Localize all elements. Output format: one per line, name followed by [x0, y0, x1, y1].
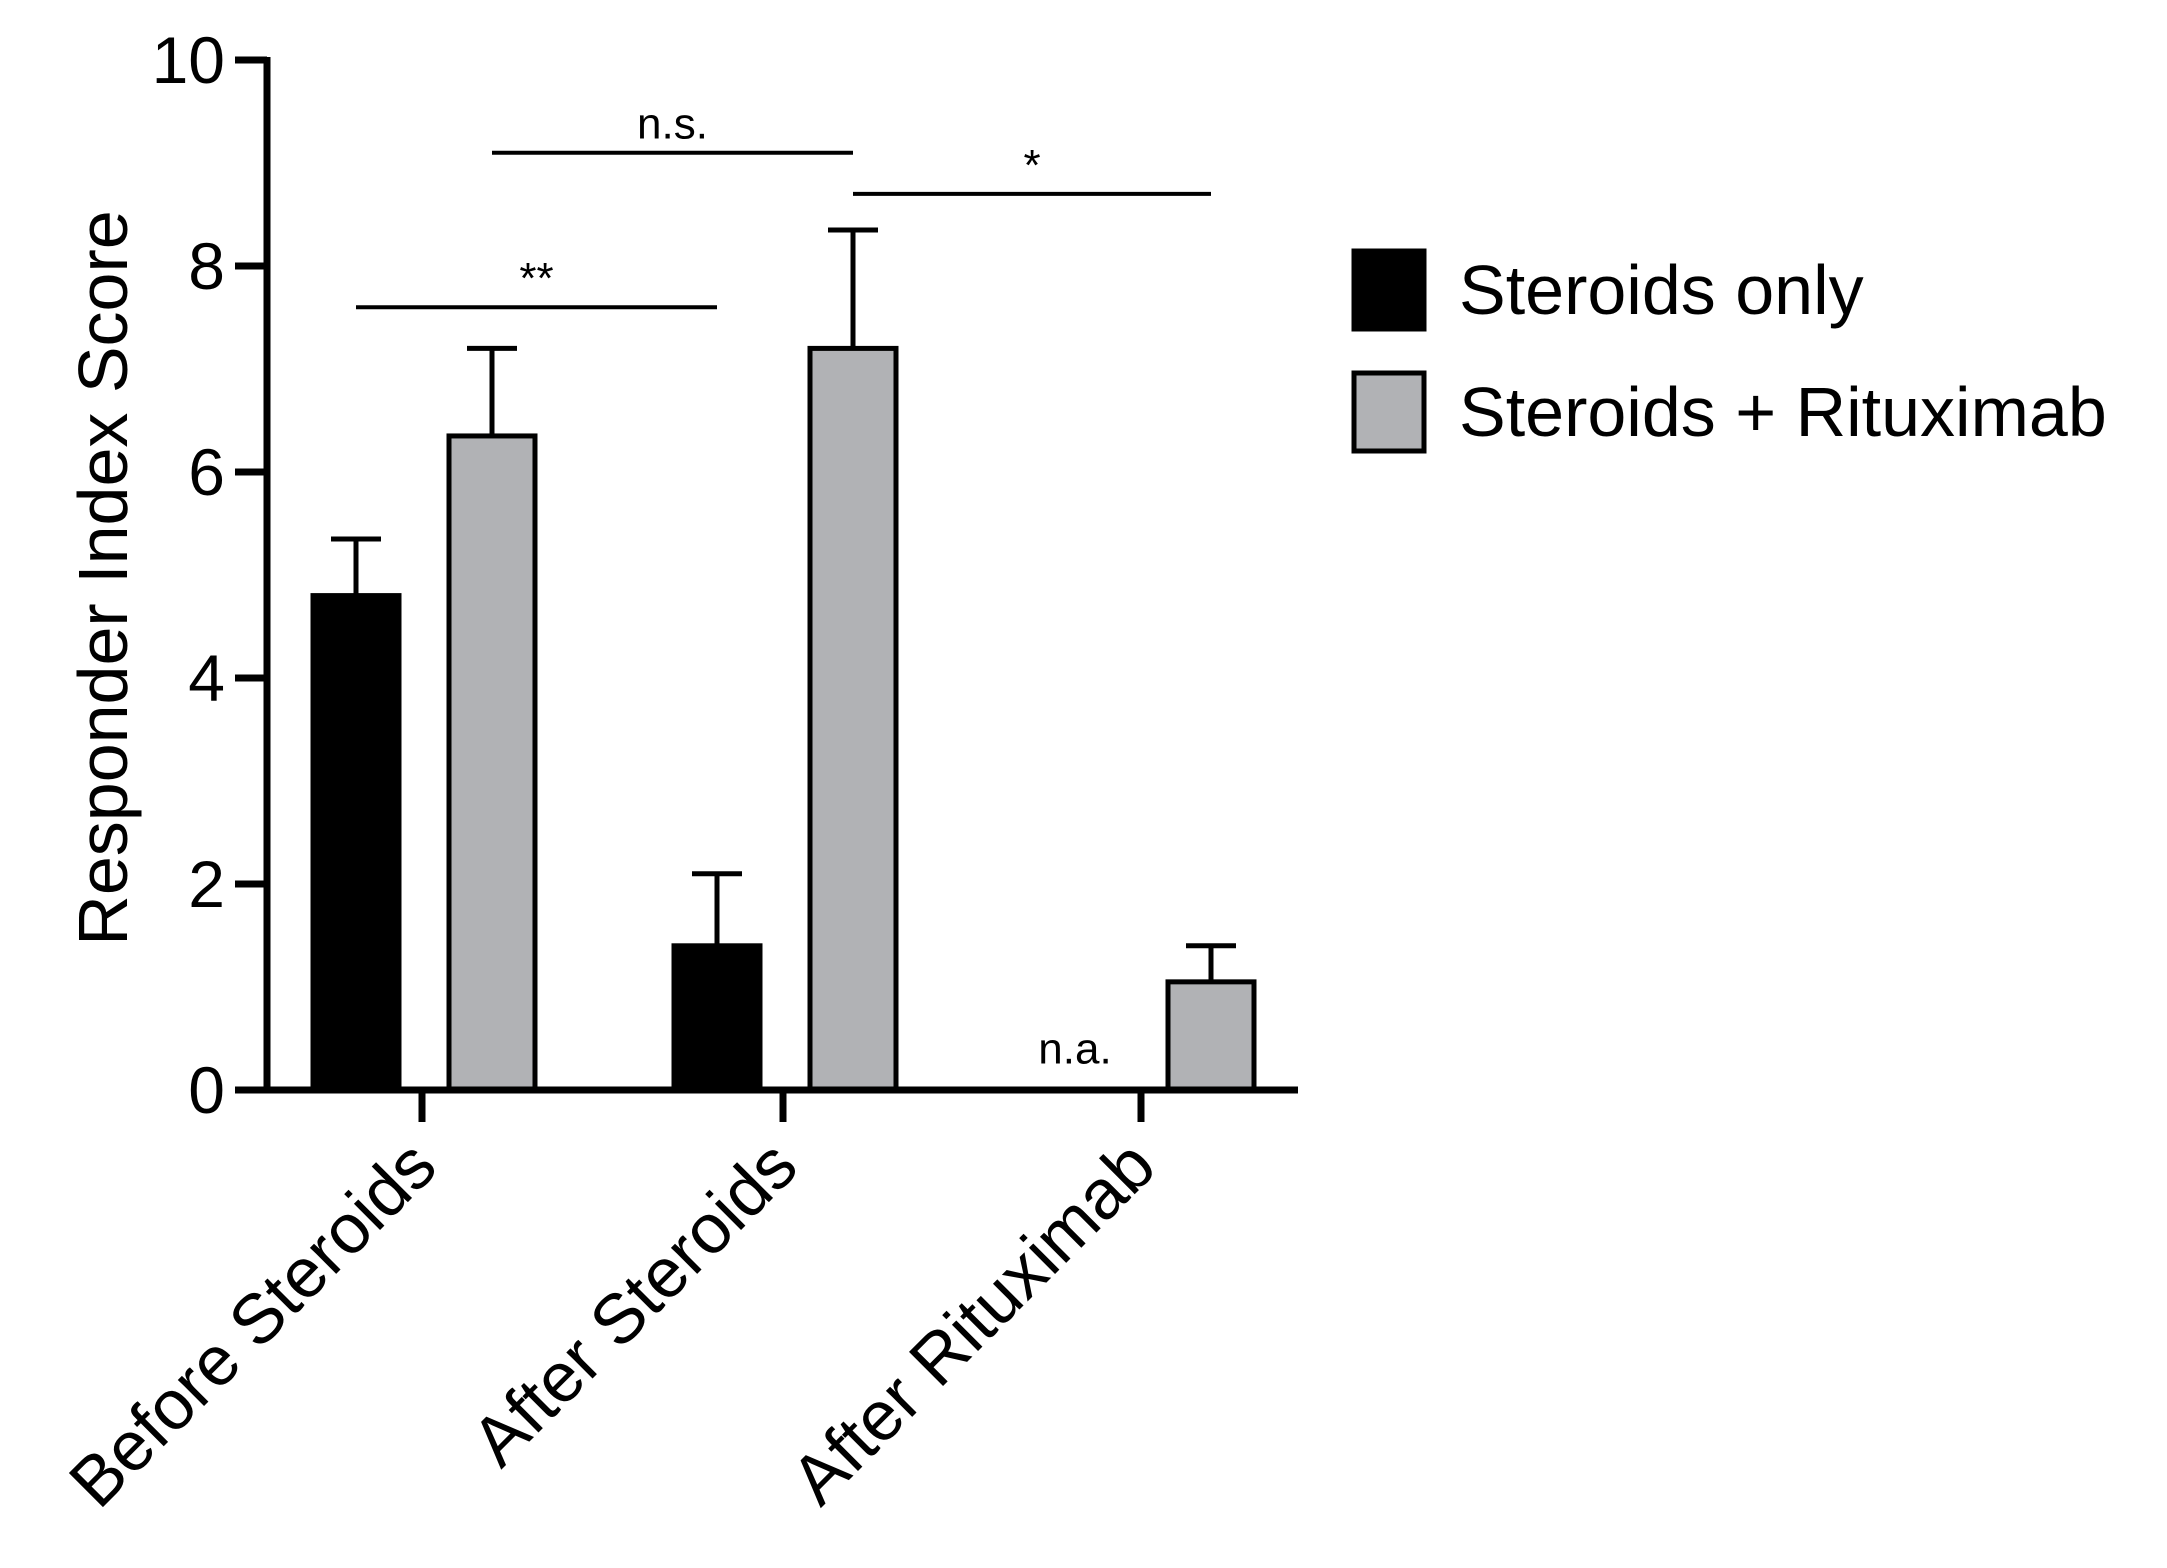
legend-label-1: Steroids + Rituximab	[1459, 373, 2107, 451]
y-tick-label-10: 10	[152, 23, 225, 97]
legend: Steroids only Steroids + Rituximab	[1351, 248, 2107, 454]
significance-label-0: **	[519, 254, 553, 303]
bar-steroids-rituximab-0	[446, 433, 538, 1093]
y-tick-label-4: 4	[188, 641, 225, 715]
y-tick-label-2: 2	[188, 847, 225, 921]
x-tick-label-1: After Steroids	[457, 1125, 812, 1480]
y-tick-label-8: 8	[188, 229, 225, 303]
na-label: n.a.	[1038, 1024, 1111, 1073]
y-tick-label-0: 0	[188, 1053, 225, 1127]
bar-steroids-only-0	[310, 593, 402, 1093]
y-tick-label-6: 6	[188, 435, 225, 509]
significance-label-1: n.s.	[637, 100, 708, 149]
significance-label-2: *	[1023, 141, 1040, 190]
y-axis-label: Responder Index Score	[64, 210, 142, 945]
legend-swatch-1	[1351, 370, 1427, 454]
plot-area: 0 2 4 6 8 10 Before Steroids After SteroidsAfte…	[54, 23, 1298, 1522]
legend-swatch-0	[1351, 248, 1427, 332]
bar-steroids-rituximab-1	[807, 345, 899, 1093]
legend-label-0: Steroids only	[1459, 251, 1864, 329]
x-tick-label-2: After Rituximab	[776, 1125, 1169, 1518]
bar-steroids-rituximab-2	[1165, 979, 1257, 1093]
x-tick-label-0: Before Steroids	[54, 1125, 450, 1521]
bar-steroids-only-1	[671, 943, 763, 1093]
